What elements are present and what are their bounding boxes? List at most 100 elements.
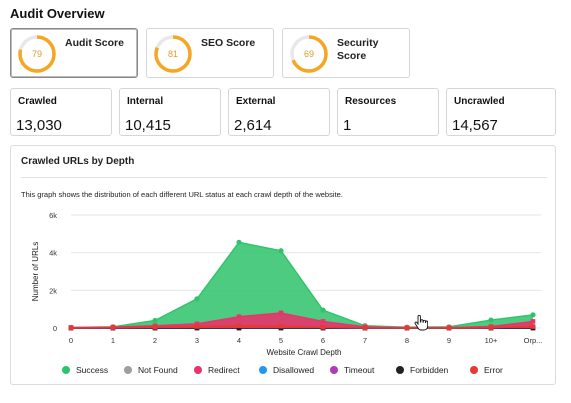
stat-label: External [236, 96, 276, 107]
x-tick-label: 6 [321, 336, 325, 345]
point-error [446, 325, 452, 331]
area-redirect [71, 312, 533, 328]
point-error [152, 324, 158, 330]
score-label: SEO Score [201, 37, 256, 49]
legend-item-not-found[interactable]: Not Found [124, 363, 178, 377]
point-success [194, 296, 200, 302]
x-tick-label: 5 [279, 336, 283, 345]
y-tick-label: 0 [53, 324, 57, 333]
x-tick-label: 3 [195, 336, 199, 345]
y-tick-label: 2k [49, 286, 57, 295]
score-value: 81 [167, 49, 178, 59]
stat-value: 2,614 [234, 117, 272, 134]
legend-label: Timeout [344, 365, 375, 375]
point-error [488, 325, 494, 330]
stat-card-external[interactable]: External 2,614 [228, 88, 330, 136]
legend-dot-icon [330, 366, 338, 374]
legend-dot-icon [194, 366, 202, 374]
legend-label: Error [484, 365, 503, 375]
legend-dot-icon [470, 366, 478, 374]
legend-item-success[interactable]: Success [62, 363, 108, 377]
x-tick-label: 8 [405, 336, 409, 345]
x-tick-label: 9 [447, 336, 451, 345]
legend-label: Forbidden [410, 365, 449, 375]
point-redirect [530, 319, 536, 324]
point-error [320, 324, 326, 330]
legend-dot-icon [62, 366, 70, 374]
panel-description: This graph shows the distribution of eac… [21, 190, 343, 199]
page-title: Audit Overview [10, 6, 105, 21]
chart-legend: Success Not Found Redirect Disallowed Timeou… [0, 363, 571, 377]
x-tick-label: Orp... [524, 336, 543, 345]
legend-label: Success [76, 365, 109, 375]
legend-dot-icon [259, 366, 267, 374]
point-error [236, 323, 242, 329]
crawled-urls-panel: Crawled URLs by Depth This graph shows t… [10, 145, 556, 385]
stat-label: Uncrawled [454, 96, 505, 107]
point-success [320, 307, 326, 313]
panel-divider [21, 177, 547, 178]
line-error [70, 325, 534, 329]
point-success [152, 317, 158, 324]
x-tick-label: 7 [363, 336, 367, 345]
x-tick-label: 10+ [485, 336, 498, 345]
stat-label: Crawled [18, 96, 57, 107]
point-error [194, 324, 200, 329]
score-card-3[interactable]: 69 Security Score [282, 28, 410, 78]
stat-label: Internal [127, 96, 164, 107]
score-label: Audit Score [65, 37, 124, 49]
y-tick-label: 6k [49, 211, 57, 220]
legend-item-timeout[interactable]: Timeout [330, 363, 374, 377]
panel-title: Crawled URLs by Depth [21, 156, 135, 167]
point-success [278, 248, 284, 254]
x-tick-label: 1 [111, 336, 115, 345]
stat-label: Resources [345, 96, 397, 107]
point-redirect [194, 321, 200, 327]
stat-card-crawled[interactable]: Crawled 13,030 [10, 88, 112, 136]
area-success [71, 242, 533, 328]
score-value: 79 [31, 49, 42, 59]
score-ring-icon [290, 35, 328, 73]
legend-item-redirect[interactable]: Redirect [194, 363, 240, 377]
point-success [530, 312, 536, 318]
point-error [68, 325, 74, 331]
point-redirect [320, 319, 326, 324]
point-error [530, 324, 536, 329]
stat-card-internal[interactable]: Internal 10,415 [119, 88, 221, 136]
stat-value: 14,567 [452, 117, 498, 134]
stat-value: 1 [343, 117, 352, 134]
point-success [488, 317, 494, 323]
x-tick-label: 0 [69, 336, 73, 345]
score-card-1[interactable]: 79 Audit Score [10, 28, 138, 78]
x-tick-label: 2 [153, 336, 157, 345]
score-card-2[interactable]: 81 SEO Score [146, 28, 274, 78]
stat-value: 10,415 [125, 117, 171, 134]
score-ring-icon [154, 35, 192, 73]
hand-cursor-icon [414, 315, 428, 331]
stat-card-resources[interactable]: Resources 1 [337, 88, 439, 136]
stat-value: 13,030 [16, 117, 62, 134]
point-redirect [278, 310, 284, 316]
score-value: 69 [303, 49, 314, 59]
score-ring-icon [18, 35, 56, 73]
legend-dot-icon [124, 366, 132, 374]
y-tick-label: 4k [49, 249, 57, 258]
legend-item-forbidden[interactable]: Forbidden [396, 363, 448, 377]
legend-label: Not Found [138, 365, 178, 375]
x-tick-label: 4 [237, 336, 241, 345]
point-error [110, 325, 116, 330]
line-success [70, 241, 534, 329]
point-success [236, 239, 242, 245]
legend-label: Disallowed [273, 365, 315, 375]
legend-item-disallowed[interactable]: Disallowed [259, 363, 314, 377]
point-error [362, 325, 368, 331]
x-axis-label: Website Crawl Depth [267, 348, 342, 357]
point-error [404, 325, 410, 331]
legend-dot-icon [396, 366, 404, 374]
point-error [278, 323, 284, 329]
score-label: Security Score [337, 37, 379, 62]
y-axis-label: Number of URLs [31, 242, 40, 302]
legend-item-error[interactable]: Error [470, 363, 503, 377]
stat-card-uncrawled[interactable]: Uncrawled 14,567 [446, 88, 556, 136]
